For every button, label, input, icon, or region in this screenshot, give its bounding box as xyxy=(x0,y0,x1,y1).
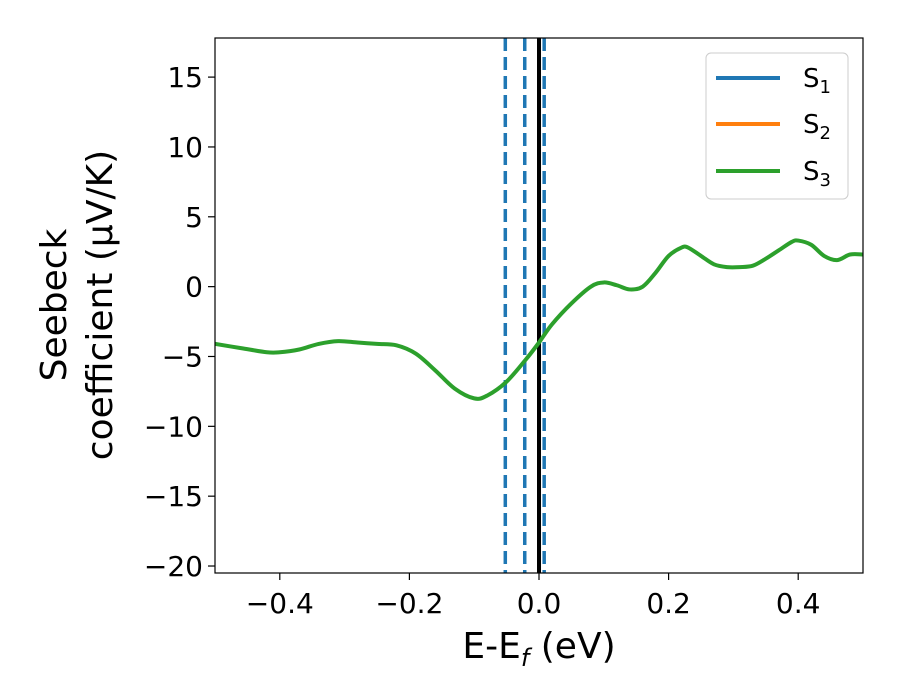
y-axis-label-line2: coefficient (μV/K) xyxy=(80,150,121,460)
y-tick-label: 15 xyxy=(167,61,203,94)
y-tick-label: −15 xyxy=(144,480,203,513)
x-tick-label: −0.2 xyxy=(375,587,443,620)
y-tick-label: −20 xyxy=(144,550,203,583)
y-tick-label: 5 xyxy=(185,201,203,234)
legend-label-s2: S2 xyxy=(803,110,831,144)
x-tick-label: −0.4 xyxy=(246,587,314,620)
x-tick-label: 0.0 xyxy=(517,587,562,620)
y-tick-label: 10 xyxy=(167,131,203,164)
series-line-s3 xyxy=(215,238,863,401)
y-axis-label-line1: Seebeck xyxy=(34,228,75,381)
y-tick-label: 0 xyxy=(185,271,203,304)
y-tick-label: −5 xyxy=(162,340,203,373)
y-tick-label: −10 xyxy=(144,410,203,443)
x-tick-label: 0.4 xyxy=(776,587,821,620)
legend: S1 S2 S3 xyxy=(705,52,849,200)
x-axis-label: E-Ef (eV) xyxy=(462,626,615,672)
legend-label-s1: S1 xyxy=(803,64,831,98)
legend-label-s3: S3 xyxy=(803,157,831,191)
x-tick-label: 0.2 xyxy=(646,587,691,620)
